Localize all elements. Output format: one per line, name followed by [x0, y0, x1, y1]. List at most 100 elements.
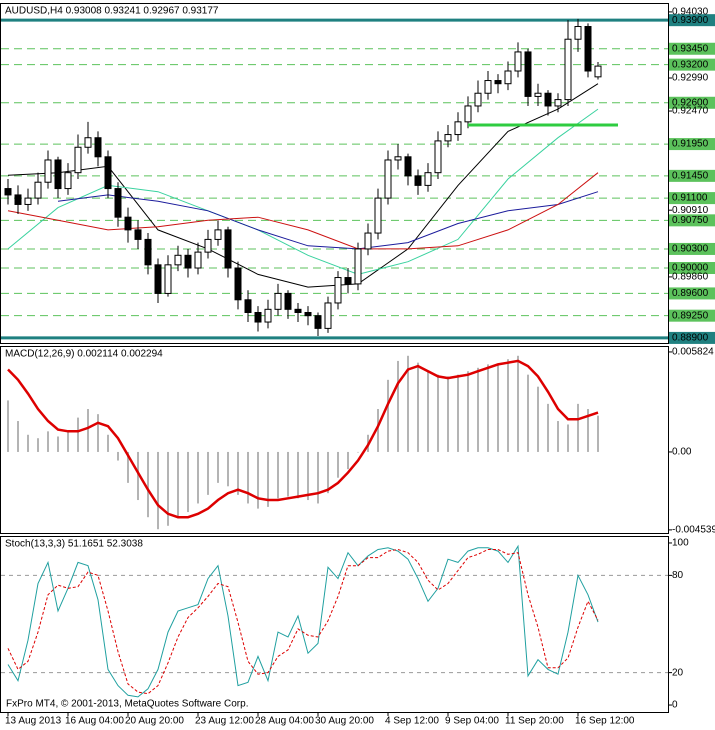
histogram-bar	[557, 421, 559, 452]
level-label-box	[669, 138, 715, 151]
histogram-bar	[347, 451, 349, 470]
candle-body	[64, 172, 72, 190]
histogram-bar	[117, 451, 119, 461]
candle-body	[174, 254, 182, 266]
level-label: 0.90300	[672, 244, 709, 255]
y-tick-label: 0.90910	[672, 205, 709, 216]
level-label-box	[669, 287, 715, 300]
histogram-bar	[57, 436, 59, 452]
stoch-line	[7, 544, 599, 698]
histogram-bar	[267, 451, 269, 507]
histogram-bar	[397, 360, 399, 452]
candle-body	[94, 137, 102, 158]
level-label: 0.89600	[672, 288, 709, 299]
x-tick-label: 28 Aug 04:00	[255, 716, 314, 727]
y-tick-label: 0	[672, 700, 678, 711]
moving-average	[7, 172, 599, 250]
stoch-line	[7, 548, 599, 695]
candle-body	[594, 65, 602, 78]
histogram-bar	[37, 438, 39, 452]
histogram-bar	[177, 451, 179, 518]
x-tick-label: 13 Aug 2013	[5, 716, 62, 727]
level-label: 0.92600	[672, 97, 709, 108]
level-label: 0.91450	[672, 171, 709, 182]
level-label: 0.91100	[672, 193, 708, 204]
level-label-box	[669, 214, 715, 227]
candle-body	[24, 197, 32, 205]
level-label-box	[669, 331, 715, 344]
histogram-bar	[227, 451, 229, 487]
y-tick-label: 0.89860	[672, 272, 709, 283]
candle-body	[444, 134, 452, 142]
histogram-bar	[97, 414, 99, 452]
candle-body	[354, 248, 362, 285]
level-label: 0.93450	[672, 43, 709, 54]
histogram-bar	[157, 451, 159, 530]
candle-body	[554, 99, 562, 107]
histogram-bar	[67, 431, 69, 452]
histogram-bar	[487, 364, 489, 452]
y-tick-label: 0.92470	[672, 106, 709, 117]
signal-line	[7, 359, 599, 519]
annotation: FxPro MT4, © 2001-2013, MetaQuotes Softw…	[6, 699, 248, 710]
level-label: 0.93200	[672, 59, 709, 70]
level-label-box	[669, 169, 715, 182]
candle-body	[164, 264, 172, 294]
histogram-bar	[377, 409, 379, 452]
x-tick-label: 9 Sep 04:00	[445, 716, 499, 727]
histogram-bar	[217, 451, 219, 483]
candle-body	[314, 315, 322, 329]
candle-body	[324, 302, 332, 329]
candle-body	[294, 308, 302, 313]
candle-body	[74, 146, 82, 174]
histogram-bar	[427, 371, 429, 452]
candle-body	[404, 156, 412, 177]
candle-body	[224, 229, 232, 269]
histogram-bar	[17, 421, 19, 452]
candle-body	[194, 251, 202, 269]
candle-body	[414, 175, 422, 186]
histogram-bar	[337, 451, 339, 478]
x-tick-label: 16 Aug 04:00	[65, 716, 124, 727]
histogram-bar	[207, 451, 209, 495]
histogram-bar	[237, 451, 239, 495]
histogram-bar	[7, 400, 9, 452]
histogram-bar	[467, 371, 469, 452]
histogram-bar	[437, 374, 439, 452]
histogram-bar	[277, 451, 279, 499]
histogram-bar	[147, 451, 149, 518]
histogram-bar	[317, 451, 319, 504]
y-tick-label: 100	[672, 538, 689, 549]
candle-body	[234, 267, 242, 301]
candle-body	[524, 51, 532, 97]
candle-body	[384, 159, 392, 199]
histogram-bar	[567, 424, 569, 452]
histogram-bar	[537, 386, 539, 452]
level-label-box	[669, 309, 715, 322]
histogram-bar	[137, 451, 139, 501]
histogram-bar	[497, 364, 499, 452]
level-label-box	[669, 96, 715, 109]
candle-body	[504, 70, 512, 85]
level-label: 0.88900	[672, 333, 709, 344]
histogram-bar	[547, 403, 549, 452]
candle-body	[84, 137, 92, 148]
candle-body	[434, 140, 442, 174]
histogram-bar	[407, 355, 409, 452]
x-tick-label: 23 Aug 12:00	[195, 716, 254, 727]
panel-title: AUDUSD,H4 0.93008 0.93241 0.92967 0.9317…	[5, 6, 219, 17]
y-tick-label: 0.94030	[672, 7, 709, 18]
candle-body	[184, 254, 192, 269]
level-label: 0.93900	[672, 15, 709, 26]
candle-body	[244, 299, 252, 313]
x-tick-label: 4 Sep 12:00	[385, 716, 439, 727]
candle-body	[584, 26, 592, 72]
candle-body	[14, 194, 22, 205]
x-tick-label: 30 Aug 20:00	[315, 716, 374, 727]
candle-body	[454, 121, 462, 136]
candle-body	[344, 277, 352, 285]
x-tick-label: 20 Aug 20:00	[125, 716, 184, 727]
level-label: 0.91950	[672, 139, 709, 150]
